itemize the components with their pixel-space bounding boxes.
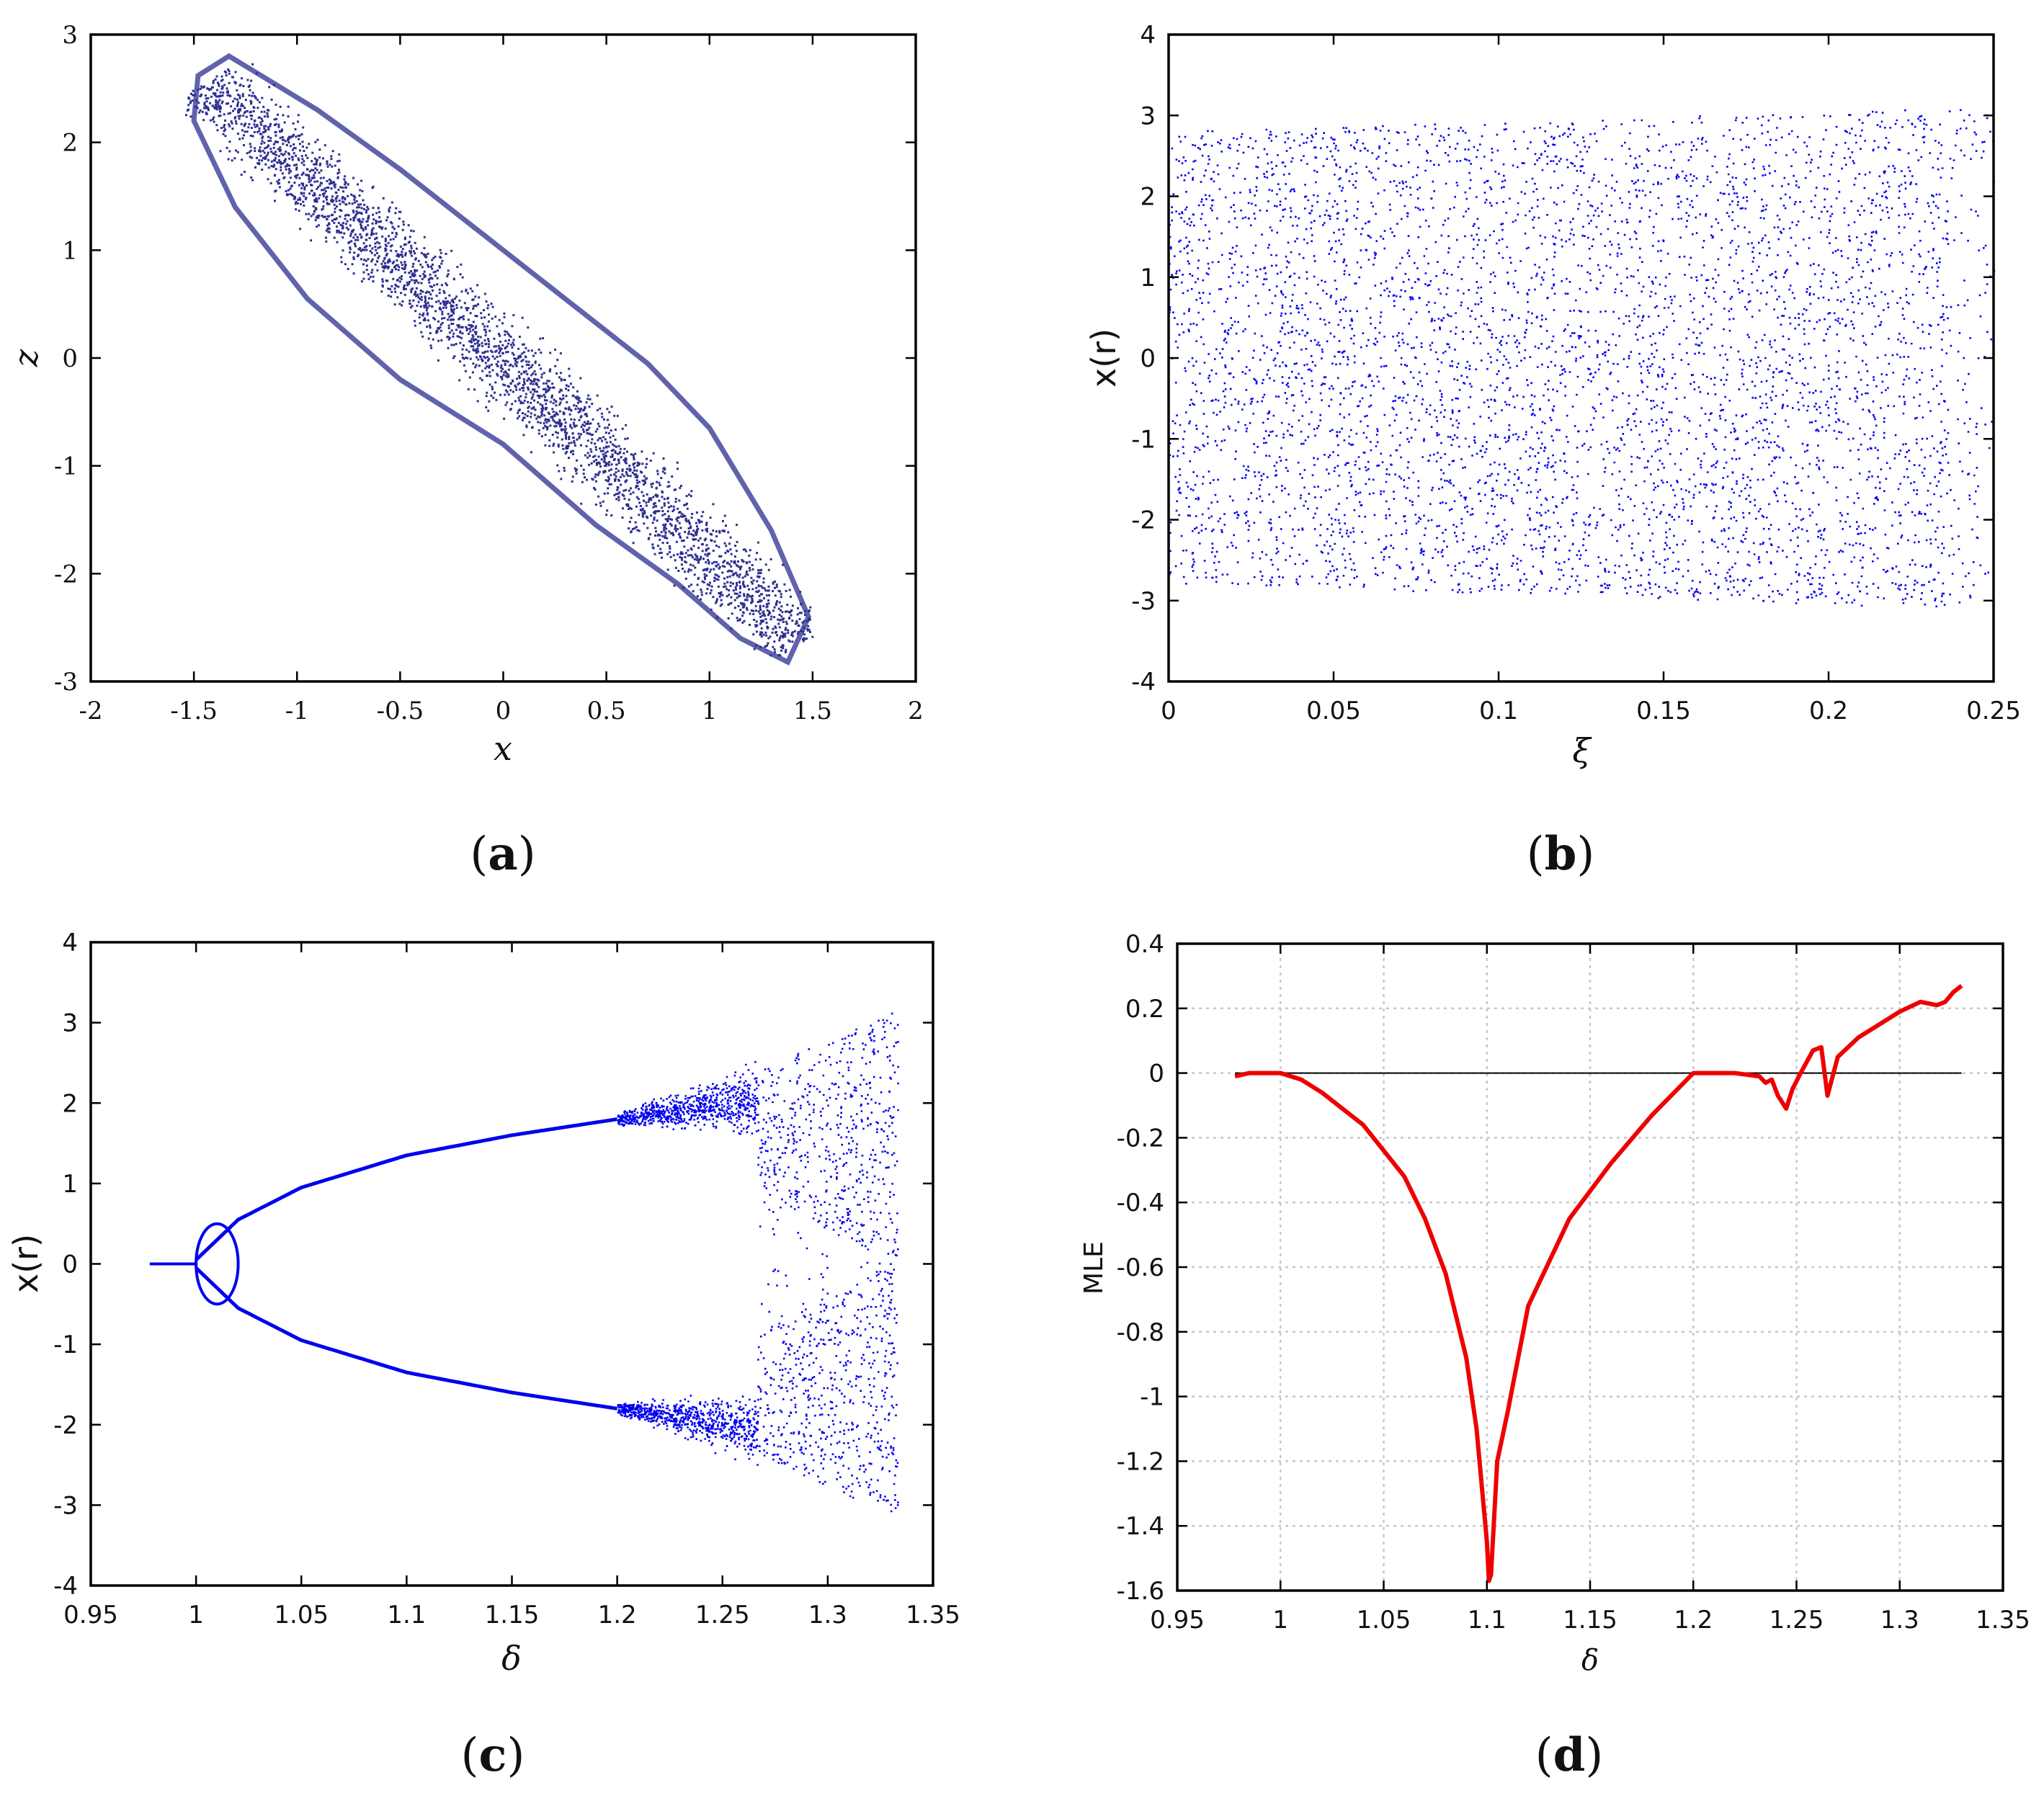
x-tick-label: -0.5 <box>377 697 424 725</box>
x-axis-label-a: x <box>494 729 512 768</box>
plot-area-c <box>149 1012 899 1513</box>
y-tick-label: 4 <box>62 929 78 957</box>
x-tick-label: 0.25 <box>1966 697 2021 725</box>
y-tick-label: 2 <box>62 1089 78 1118</box>
x-tick-label: 1.25 <box>1769 1606 1824 1635</box>
x-tick-label: 1.3 <box>1880 1606 1919 1635</box>
x-tick-label: 1.2 <box>598 1601 637 1629</box>
chaotic-region-points <box>617 1012 899 1513</box>
x-tick-label: 2 <box>908 697 924 725</box>
y-tick-label: 0 <box>62 1251 78 1279</box>
y-tick-label: 0.2 <box>1125 995 1164 1024</box>
attractor-points <box>185 63 814 657</box>
y-tick-label: -0.6 <box>1117 1253 1164 1282</box>
y-tick-label: -2 <box>54 560 78 589</box>
y-tick-label: -3 <box>54 668 78 697</box>
x-tick-label: 1.35 <box>906 1601 960 1629</box>
y-tick-label: 3 <box>62 21 78 50</box>
attractor-outline <box>191 53 812 666</box>
x-tick-label: 1.05 <box>274 1601 329 1629</box>
caption-a: (a) <box>470 827 535 881</box>
y-tick-label: 1 <box>62 236 78 265</box>
y-tick-label: 1 <box>62 1170 78 1199</box>
x-tick-label: 1.05 <box>1357 1606 1411 1635</box>
panel-d: 0.95 1 1.05 1.1 1.15 1.2 1.25 1.3 1.35 -1.6 -1.4 -1… <box>1079 930 2030 1782</box>
mle-curve <box>1234 984 1963 1583</box>
x-tick-label: 1.5 <box>793 697 832 725</box>
periodic-branch-upper <box>195 1117 617 1261</box>
x-tick-label: 0.5 <box>587 697 626 725</box>
x-tick-label: 1.35 <box>1976 1606 2030 1635</box>
x-tick-label: 1.15 <box>485 1601 540 1629</box>
x-tick-label: 1 <box>188 1601 204 1629</box>
plot-area-b <box>1169 109 1996 608</box>
y-tick-label: 3 <box>1140 102 1156 130</box>
y-tick-label: 3 <box>62 1009 78 1038</box>
caption-b: (b) <box>1527 827 1595 881</box>
y-tick-label: -3 <box>53 1491 78 1520</box>
y-tick-label: -2 <box>1131 506 1156 535</box>
x-tick-label: 1.2 <box>1674 1606 1713 1635</box>
axes-frame-c <box>89 941 934 1587</box>
y-tick-label: -2 <box>53 1411 78 1440</box>
y-tick-label: -0.2 <box>1117 1124 1164 1153</box>
y-tick-label: -3 <box>1131 587 1156 616</box>
y-tick-label: -1.4 <box>1117 1512 1164 1541</box>
panel-c: 0.95 1 1.05 1.1 1.15 1.2 1.25 1.3 1.35 -4 -3 -2 -1 0 1… <box>6 929 960 1782</box>
y-tick-label: -1 <box>53 1331 78 1359</box>
x-tick-label: 0 <box>1161 697 1177 725</box>
y-tick-label: -1 <box>54 452 78 481</box>
x-axis-label-c: δ <box>501 1639 522 1678</box>
bifurcation-points-xi <box>1169 109 1996 608</box>
y-axis-label-b: x(r) <box>1084 328 1123 388</box>
periodic-branch-lower <box>195 1266 617 1410</box>
y-tick-label: -1 <box>1131 425 1156 454</box>
y-tick-label: 0.4 <box>1125 930 1164 959</box>
x-tick-label: 1 <box>1272 1606 1288 1635</box>
x-tick-label: 0.95 <box>63 1601 118 1629</box>
y-tick-label: -1.6 <box>1117 1577 1164 1606</box>
y-tick-label: 4 <box>1140 21 1156 50</box>
y-tick-label: -4 <box>53 1572 78 1601</box>
x-tick-label: 1.15 <box>1563 1606 1617 1635</box>
x-axis-label-b: ξ <box>1572 731 1592 770</box>
x-tick-label: 1.25 <box>695 1601 750 1629</box>
x-tick-label: -1.5 <box>170 697 218 725</box>
caption-c: (c) <box>461 1728 525 1782</box>
x-tick-label: 0.15 <box>1636 697 1691 725</box>
y-tick-label: -0.4 <box>1117 1189 1164 1217</box>
y-tick-label: -0.8 <box>1117 1318 1164 1347</box>
plot-area-a <box>185 53 814 666</box>
y-tick-label: 0 <box>62 344 78 373</box>
x-tick-label: 0 <box>496 697 512 725</box>
x-axis-label-d: δ <box>1581 1644 1599 1677</box>
y-tick-label: -1 <box>1140 1383 1164 1412</box>
y-tick-label: -1.2 <box>1117 1447 1164 1476</box>
y-tick-label: 1 <box>1140 264 1156 292</box>
x-tick-label: -2 <box>79 697 102 725</box>
y-axis-label-d: MLE <box>1079 1241 1109 1295</box>
y-tick-label: 2 <box>62 129 78 158</box>
x-tick-label: 1.1 <box>1468 1606 1507 1635</box>
y-tick-label: 0 <box>1148 1060 1164 1088</box>
x-tick-label: 1.3 <box>808 1601 847 1629</box>
y-tick-label: 0 <box>1140 344 1156 373</box>
x-tick-label: -1 <box>285 697 309 725</box>
x-tick-label: 0.2 <box>1809 697 1848 725</box>
period-doubling-bubble <box>195 1222 240 1306</box>
x-tick-label: 0.95 <box>1150 1606 1205 1635</box>
y-tick-label: -4 <box>1131 668 1156 697</box>
x-tick-label: 1 <box>702 697 718 725</box>
caption-d: (d) <box>1535 1728 1604 1782</box>
y-axis-label-a: z <box>6 349 45 367</box>
x-tick-label: 1.1 <box>387 1601 426 1629</box>
x-tick-label: 0.05 <box>1306 697 1361 725</box>
y-tick-label: 2 <box>1140 183 1156 212</box>
y-axis-label-c: x(r) <box>6 1234 45 1293</box>
plot-area-d <box>1234 984 1963 1583</box>
x-tick-label: 0.1 <box>1479 697 1518 725</box>
